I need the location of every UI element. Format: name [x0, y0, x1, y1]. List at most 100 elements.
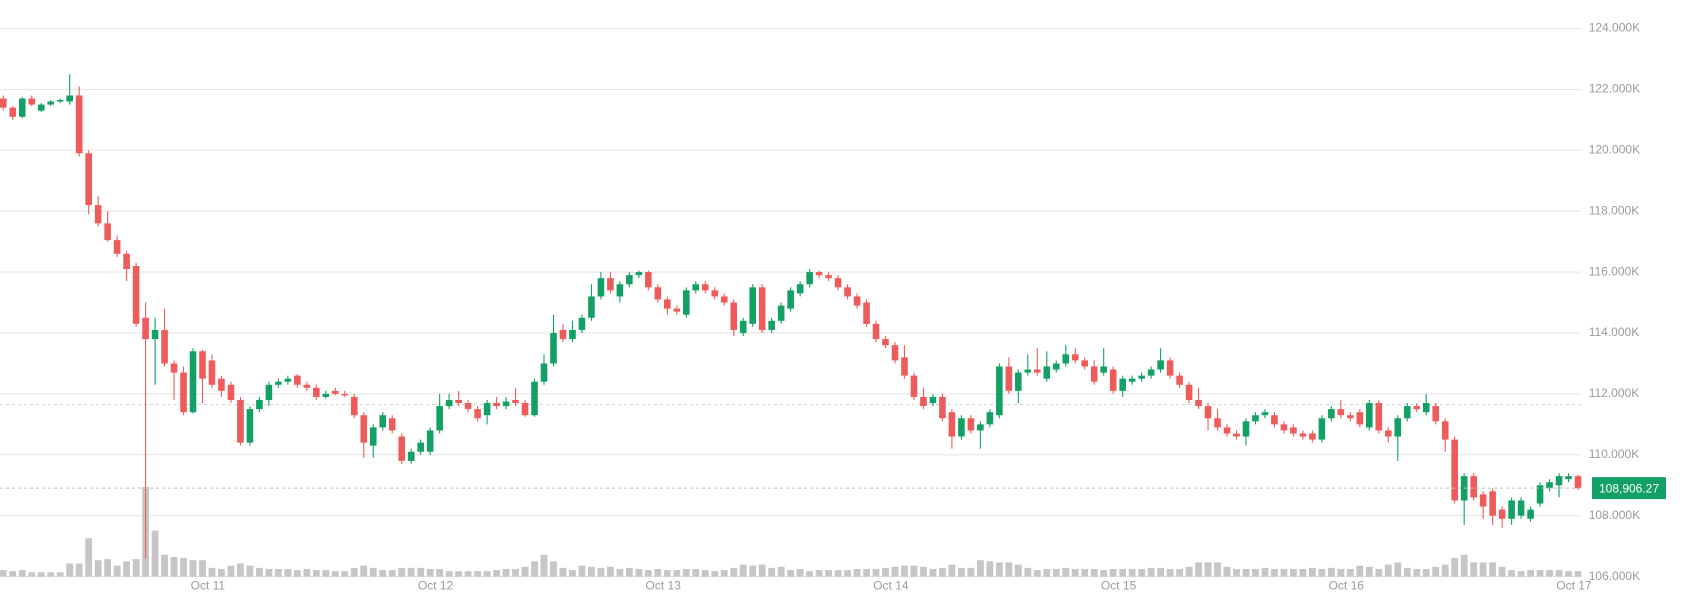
- candle-body: [369, 427, 377, 446]
- candle-body: [720, 296, 728, 303]
- candle-body: [1356, 412, 1364, 425]
- candle-body: [436, 406, 443, 431]
- candle-body: [1090, 366, 1098, 382]
- candle-body: [161, 329, 168, 364]
- candle-body: [1147, 369, 1155, 376]
- volume-bar: [701, 570, 709, 577]
- volume-bar: [1413, 568, 1421, 577]
- candle-body: [1451, 439, 1458, 501]
- volume-bar: [1176, 568, 1183, 577]
- volume-bar: [18, 570, 26, 577]
- volume-bar: [1128, 568, 1136, 577]
- volume-bar: [976, 560, 984, 577]
- volume-bar: [863, 568, 870, 577]
- candle-body: [1290, 427, 1297, 434]
- candle-body: [1052, 363, 1060, 370]
- volume-bar: [1403, 567, 1411, 577]
- volume-bar: [104, 559, 112, 577]
- volume-bar: [796, 568, 804, 577]
- candle-body: [1015, 372, 1022, 391]
- volume-bar: [910, 565, 918, 577]
- volume-bar: [1261, 567, 1269, 577]
- candle-body: [521, 403, 529, 416]
- volume-bar: [948, 564, 956, 577]
- candle-body: [863, 302, 870, 324]
- candle-body: [1081, 360, 1089, 367]
- volume-bar: [825, 570, 832, 577]
- volume-bar: [995, 562, 1003, 577]
- candle-body: [0, 98, 7, 108]
- candle-body: [777, 305, 785, 321]
- candle-body: [977, 424, 984, 431]
- candle-body: [901, 357, 908, 376]
- volume-bar: [66, 563, 74, 577]
- volume-bar: [550, 561, 557, 577]
- volume-bar: [1204, 562, 1212, 577]
- candle-body: [569, 329, 576, 340]
- volume-bar: [474, 571, 481, 577]
- volume-bar: [1394, 562, 1402, 577]
- volume-bar: [464, 571, 472, 577]
- candle-body: [398, 436, 406, 461]
- candle-body: [28, 98, 36, 105]
- volume-bar: [455, 571, 463, 577]
- volume-bar: [293, 570, 301, 577]
- candle-body: [256, 399, 263, 410]
- candle-body: [132, 265, 140, 324]
- volume-bar: [607, 566, 614, 577]
- candle-body: [1441, 421, 1449, 440]
- candle-body: [1138, 375, 1145, 379]
- volume-bar: [616, 568, 624, 577]
- candle-body: [265, 384, 273, 400]
- candle-body: [455, 399, 462, 404]
- candle-body: [578, 317, 586, 330]
- candle-body: [882, 339, 889, 346]
- x-tick-label: Oct 13: [646, 579, 682, 593]
- candle-body: [1252, 415, 1259, 422]
- volume-bar: [1470, 562, 1478, 577]
- candle-body: [645, 272, 652, 288]
- volume-bar: [256, 567, 263, 577]
- volume-bar: [85, 538, 93, 577]
- volume-bar: [673, 570, 681, 577]
- volume-bar: [1214, 562, 1221, 577]
- volume-bar: [493, 570, 500, 577]
- candle-body: [531, 381, 538, 416]
- candle-body: [1071, 354, 1079, 361]
- x-tick-label: Oct 11: [191, 579, 226, 593]
- candle-body: [1536, 485, 1544, 504]
- volume-bar: [322, 570, 330, 577]
- candle-body: [1100, 366, 1107, 373]
- candle-body: [47, 101, 55, 105]
- candle-body: [284, 378, 292, 382]
- volume-bar: [94, 560, 102, 577]
- volume-bar: [132, 559, 140, 577]
- candle-body: [891, 345, 899, 361]
- volume-bar: [1242, 568, 1250, 577]
- volume-bar: [711, 571, 719, 577]
- y-tick-label: 110.000K: [1589, 447, 1640, 461]
- volume-bar: [1280, 568, 1288, 577]
- volume-bar: [1375, 568, 1383, 577]
- volume-bar: [597, 567, 605, 577]
- volume-bar: [1071, 568, 1079, 577]
- volume-bar: [1252, 568, 1259, 577]
- candle-body: [616, 284, 624, 297]
- volume-bar: [284, 568, 292, 577]
- volume-bar: [180, 558, 187, 577]
- candle-body: [1309, 433, 1316, 440]
- volume-bar: [1451, 558, 1459, 577]
- volume-bar: [758, 564, 766, 577]
- candle-body: [1185, 384, 1193, 400]
- candle-body: [85, 153, 92, 206]
- volume-bar: [569, 570, 576, 577]
- candle-body: [275, 381, 282, 385]
- volume-bar: [47, 572, 55, 577]
- candle-body: [844, 287, 851, 297]
- candle-body: [701, 284, 709, 291]
- candle-body: [123, 253, 130, 270]
- candle-body: [426, 430, 434, 452]
- volume-bar: [350, 567, 358, 577]
- volume-bar: [28, 572, 36, 577]
